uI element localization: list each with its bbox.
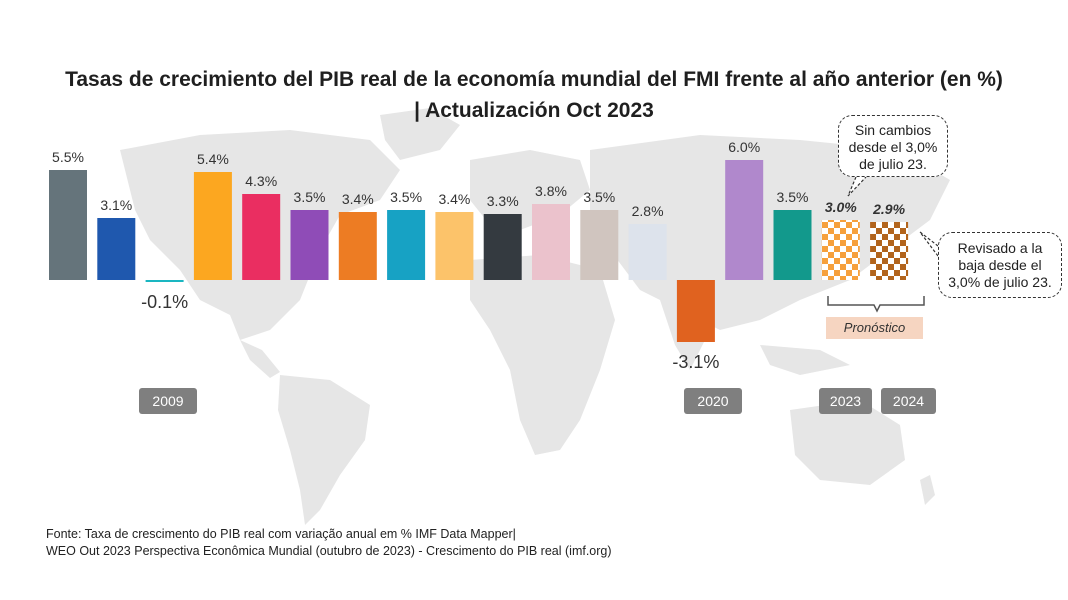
bar-label-1: 3.1% — [100, 197, 132, 213]
callout-unchanged-line-1: Sin cambios — [854, 122, 932, 138]
bar-label-9: 3.3% — [487, 193, 519, 209]
callout-revised-line-3: 3,0% de julio 23. — [948, 274, 1052, 290]
bar-10 — [532, 204, 570, 280]
bar-14 — [725, 160, 764, 280]
bar-9 — [483, 214, 522, 280]
bar-label-14: 6.0% — [728, 139, 760, 155]
bar-label-11: 3.5% — [583, 189, 615, 205]
bar-12 — [628, 224, 667, 280]
bar-0 — [49, 170, 87, 280]
callout-revised-line-2: baja desde el — [958, 257, 1042, 273]
year-badge-2023: 2023 — [819, 388, 872, 414]
bar-label-6: 3.4% — [342, 191, 374, 207]
bar-5 — [290, 210, 329, 280]
source-note: Fonte: Taxa de crescimento do PIB real c… — [46, 526, 612, 560]
callout-unchanged: Sin cambios desde el 3,0% de julio 23. — [838, 115, 948, 177]
bar-1 — [97, 218, 136, 280]
source-line-2: WEO Out 2023 Perspectiva Econômica Mundi… — [46, 544, 612, 558]
callout-top-pointer — [847, 176, 867, 197]
bar-label-12: 2.8% — [632, 203, 664, 219]
chart-title-line-2: | Actualización Oct 2023 — [414, 99, 654, 122]
bar-label-3: 5.4% — [197, 151, 229, 167]
bar-label-8: 3.4% — [438, 191, 470, 207]
bar-4 — [242, 194, 281, 280]
bar-label-2: -0.1% — [141, 292, 188, 312]
source-line-1: Fonte: Taxa de crescimento do PIB real c… — [46, 527, 516, 541]
bar-label-0: 5.5% — [52, 149, 84, 165]
bar-7 — [387, 210, 426, 280]
bar-label-7: 3.5% — [390, 189, 422, 205]
bar-16 — [821, 220, 860, 280]
bar-label-15: 3.5% — [777, 189, 809, 205]
bar-label-16: 3.0% — [825, 199, 857, 215]
bar-label-10: 3.8% — [535, 183, 567, 199]
bar-15 — [773, 210, 812, 280]
callout-unchanged-line-3: de julio 23. — [859, 156, 927, 172]
bar-11 — [580, 210, 619, 280]
bar-label-13: -3.1% — [672, 352, 719, 372]
chart-title: Tasas de crecimiento del PIB real de la … — [0, 64, 1068, 126]
bar-label-5: 3.5% — [294, 189, 326, 205]
callout-right-pointer — [919, 231, 939, 257]
forecast-bracket — [827, 296, 925, 313]
bar-label-17: 2.9% — [872, 201, 905, 217]
year-badge-2020: 2020 — [684, 388, 742, 414]
bar-2 — [145, 280, 184, 282]
callout-revised: Revisado a la baja desde el 3,0% de juli… — [938, 232, 1062, 298]
bar-label-4: 4.3% — [245, 173, 277, 189]
year-badge-2024: 2024 — [881, 388, 936, 414]
bar-8 — [435, 212, 474, 280]
forecast-badge: Pronóstico — [826, 317, 923, 339]
callout-unchanged-line-2: desde el 3,0% — [848, 139, 938, 155]
callout-revised-line-1: Revisado a la — [957, 240, 1043, 256]
chart-title-line-1: Tasas de crecimiento del PIB real de la … — [65, 68, 1003, 91]
bar-17 — [870, 222, 909, 280]
bar-6 — [338, 212, 377, 280]
year-badge-2009: 2009 — [139, 388, 197, 414]
bar-13 — [676, 280, 715, 342]
bar-3 — [193, 172, 232, 280]
